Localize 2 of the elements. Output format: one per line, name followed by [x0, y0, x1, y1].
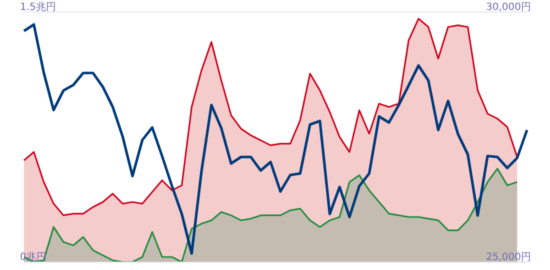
y2-tick-label: 30,000円	[486, 2, 531, 13]
y-tick-label: 1.5兆円	[20, 1, 56, 13]
